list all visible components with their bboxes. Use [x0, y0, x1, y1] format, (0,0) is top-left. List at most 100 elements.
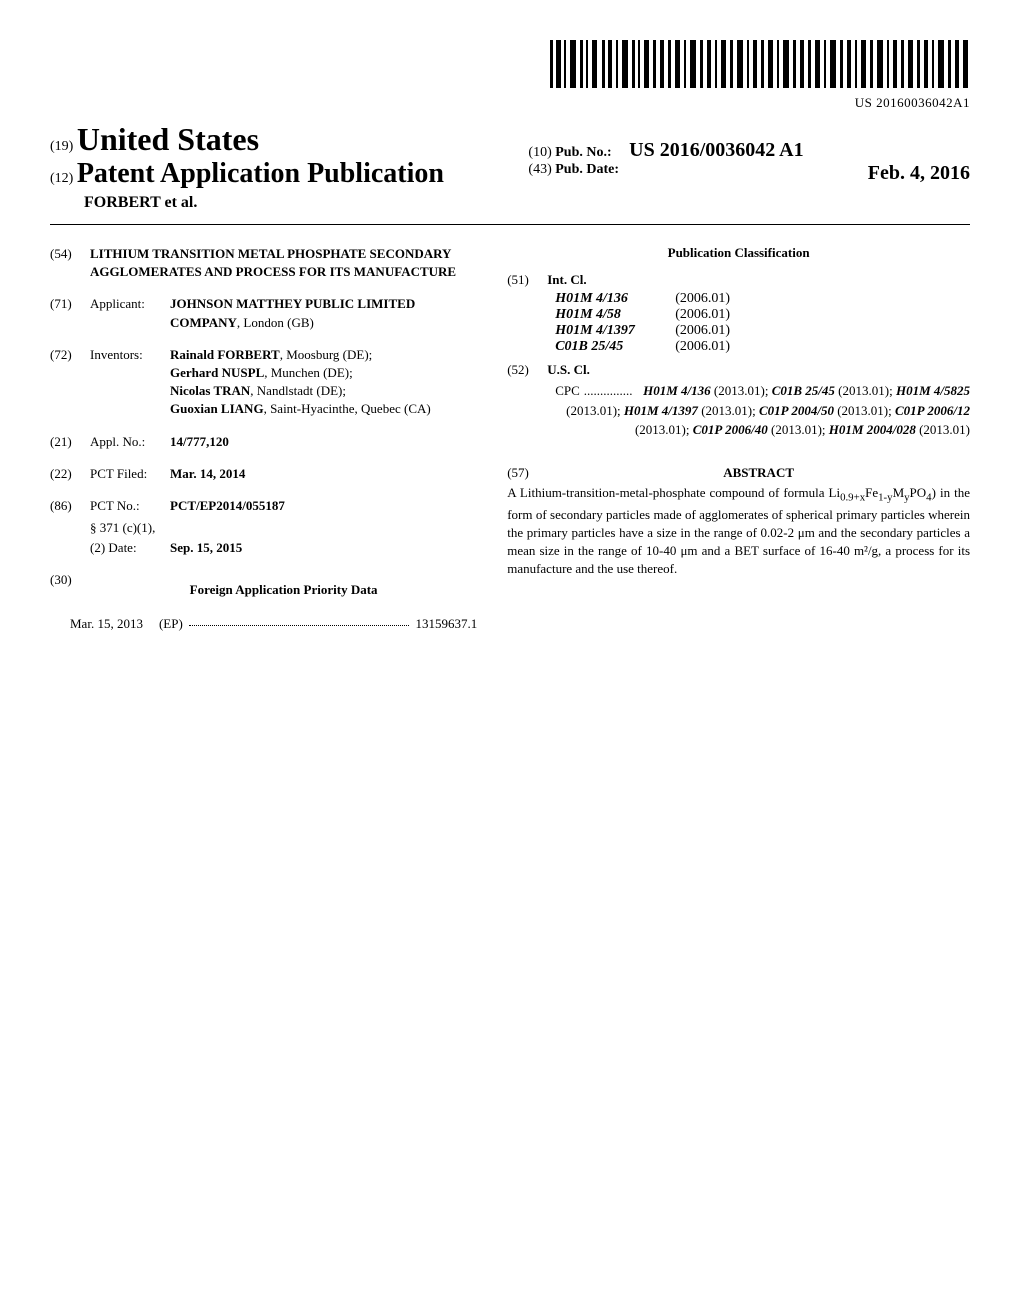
label-inventors: Inventors: [90, 346, 170, 419]
inventor-3-loc: , Nandlstadt (DE); [250, 383, 346, 398]
cpc-section: CPC ............... H01M 4/136 (2013.01)… [555, 381, 970, 440]
pct-filed-value: Mar. 14, 2014 [170, 465, 477, 483]
field-86-sub2: (2) Date: Sep. 15, 2015 [50, 539, 477, 557]
spacer [50, 519, 90, 537]
label-us-cl: U.S. Cl. [547, 361, 590, 379]
code-43: (43) [528, 162, 551, 177]
int-cl-items: H01M 4/136(2006.01)H01M 4/58(2006.01)H01… [507, 291, 970, 355]
field-86-sub1: § 371 (c)(1), [50, 519, 477, 537]
inventors-list: Rainald FORBERT, Moosburg (DE); Gerhard … [170, 346, 477, 419]
label-pct-filed: PCT Filed: [90, 465, 170, 483]
int-cl-code: H01M 4/58 [555, 307, 675, 323]
cpc-dots: ............... [584, 381, 633, 401]
inventor-4: Guoxian LIANG [170, 401, 264, 416]
code-72: (72) [50, 346, 90, 419]
int-cl-date: (2006.01) [675, 291, 775, 307]
int-cl-date: (2006.01) [675, 323, 775, 339]
pct-no-value: PCT/EP2014/055187 [170, 497, 477, 515]
int-cl-item: H01M 4/58(2006.01) [555, 307, 970, 323]
field-71: (71) Applicant: JOHNSON MATTHEY PUBLIC L… [50, 295, 477, 331]
inventor-1: Rainald FORBERT [170, 347, 280, 362]
inventor-4-loc: , Saint-Hyacinthe, Quebec (CA) [264, 401, 431, 416]
pub-date: Feb. 4, 2016 [868, 162, 970, 185]
spacer2 [170, 519, 477, 537]
code-71: (71) [50, 295, 90, 331]
code-51: (51) [507, 271, 547, 289]
label-int-cl: Int. Cl. [547, 271, 586, 289]
field-22: (22) PCT Filed: Mar. 14, 2014 [50, 465, 477, 483]
code-54: (54) [50, 245, 90, 281]
field-86: (86) PCT No.: PCT/EP2014/055187 [50, 497, 477, 515]
priority-date: Mar. 15, 2013 [70, 616, 143, 632]
invention-title: LITHIUM TRANSITION METAL PHOSPHATE SECON… [90, 245, 477, 281]
label-2date: (2) Date: [90, 539, 170, 557]
cpc-label: CPC [555, 381, 580, 401]
appl-no-value: 14/777,120 [170, 433, 477, 451]
code-52: (52) [507, 361, 547, 379]
int-cl-date: (2006.01) [675, 339, 775, 355]
header-left: (19) United States (12) Patent Applicati… [50, 121, 492, 212]
pub-no-label: Pub. No.: [555, 145, 611, 160]
field-51: (51) Int. Cl. [507, 271, 970, 289]
applicant-location: , London (GB) [237, 315, 314, 330]
field-30: (30) Foreign Application Priority Data [50, 571, 477, 609]
int-cl-item: C01B 25/45(2006.01) [555, 339, 970, 355]
code-57: (57) [507, 464, 547, 482]
authors: FORBERT et al. [84, 194, 492, 212]
int-cl-item: H01M 4/1397(2006.01) [555, 323, 970, 339]
code-21: (21) [50, 433, 90, 451]
code-22: (22) [50, 465, 90, 483]
spacer3 [50, 539, 90, 557]
right-column: Publication Classification (51) Int. Cl.… [507, 245, 970, 632]
abstract-text: A Lithium-transition-metal-phosphate com… [507, 484, 970, 579]
priority-number: 13159637.1 [415, 616, 477, 632]
dots-leader [189, 616, 410, 626]
content-columns: (54) LITHIUM TRANSITION METAL PHOSPHATE … [50, 245, 970, 632]
inventor-2-loc: , Munchen (DE); [264, 365, 352, 380]
abstract-mid1: Fe [865, 485, 878, 500]
pub-no: US 2016/0036042 A1 [629, 139, 803, 161]
code-10: (10) [528, 145, 551, 160]
int-cl-item: H01M 4/136(2006.01) [555, 291, 970, 307]
field-57: (57) ABSTRACT [507, 464, 970, 482]
space [615, 145, 626, 160]
int-cl-code: H01M 4/1397 [555, 323, 675, 339]
inventor-3: Nicolas TRAN [170, 383, 250, 398]
field-52: (52) U.S. Cl. [507, 361, 970, 379]
code-30: (30) [50, 571, 90, 609]
field-72: (72) Inventors: Rainald FORBERT, Moosbur… [50, 346, 477, 419]
barcode-section: US 20160036042A1 [50, 40, 970, 111]
int-cl-code: H01M 4/136 [555, 291, 675, 307]
inventor-2: Gerhard NUSPL [170, 365, 264, 380]
priority-country: (EP) [159, 616, 183, 632]
abstract-mid2: M [893, 485, 905, 500]
publication-title: Patent Application Publication [77, 158, 444, 189]
code-19: (19) [50, 139, 73, 154]
label-371: § 371 (c)(1), [90, 519, 170, 537]
abstract-pre: A Lithium-transition-metal-phosphate com… [507, 485, 840, 500]
priority-row: Mar. 15, 2013 (EP) 13159637.1 [70, 616, 477, 632]
country: United States [77, 121, 259, 157]
label-pct-no: PCT No.: [90, 497, 170, 515]
field-54: (54) LITHIUM TRANSITION METAL PHOSPHATE … [50, 245, 477, 281]
abstract-sub2: 1-y [878, 492, 892, 504]
applicant-value: JOHNSON MATTHEY PUBLIC LIMITED COMPANY, … [170, 295, 477, 331]
field-21: (21) Appl. No.: 14/777,120 [50, 433, 477, 451]
code-86: (86) [50, 497, 90, 515]
barcode-number: US 20160036042A1 [50, 95, 970, 111]
header-row: (19) United States (12) Patent Applicati… [50, 121, 970, 212]
label-applicant: Applicant: [90, 295, 170, 331]
abstract-label: ABSTRACT [547, 464, 970, 482]
classification-title: Publication Classification [507, 245, 970, 261]
barcode-icon [550, 40, 970, 88]
abstract-mid3: PO [910, 485, 927, 500]
divider [50, 224, 970, 225]
header-right: (10) Pub. No.: US 2016/0036042 A1 (43) P… [528, 121, 970, 185]
int-cl-date: (2006.01) [675, 307, 775, 323]
pub-date-label: Pub. Date: [555, 162, 619, 177]
abstract-sub1: 0.9+x [840, 492, 865, 504]
left-column: (54) LITHIUM TRANSITION METAL PHOSPHATE … [50, 245, 477, 632]
2date-value: Sep. 15, 2015 [170, 539, 477, 557]
int-cl-code: C01B 25/45 [555, 339, 675, 355]
inventor-1-loc: , Moosburg (DE); [280, 347, 373, 362]
